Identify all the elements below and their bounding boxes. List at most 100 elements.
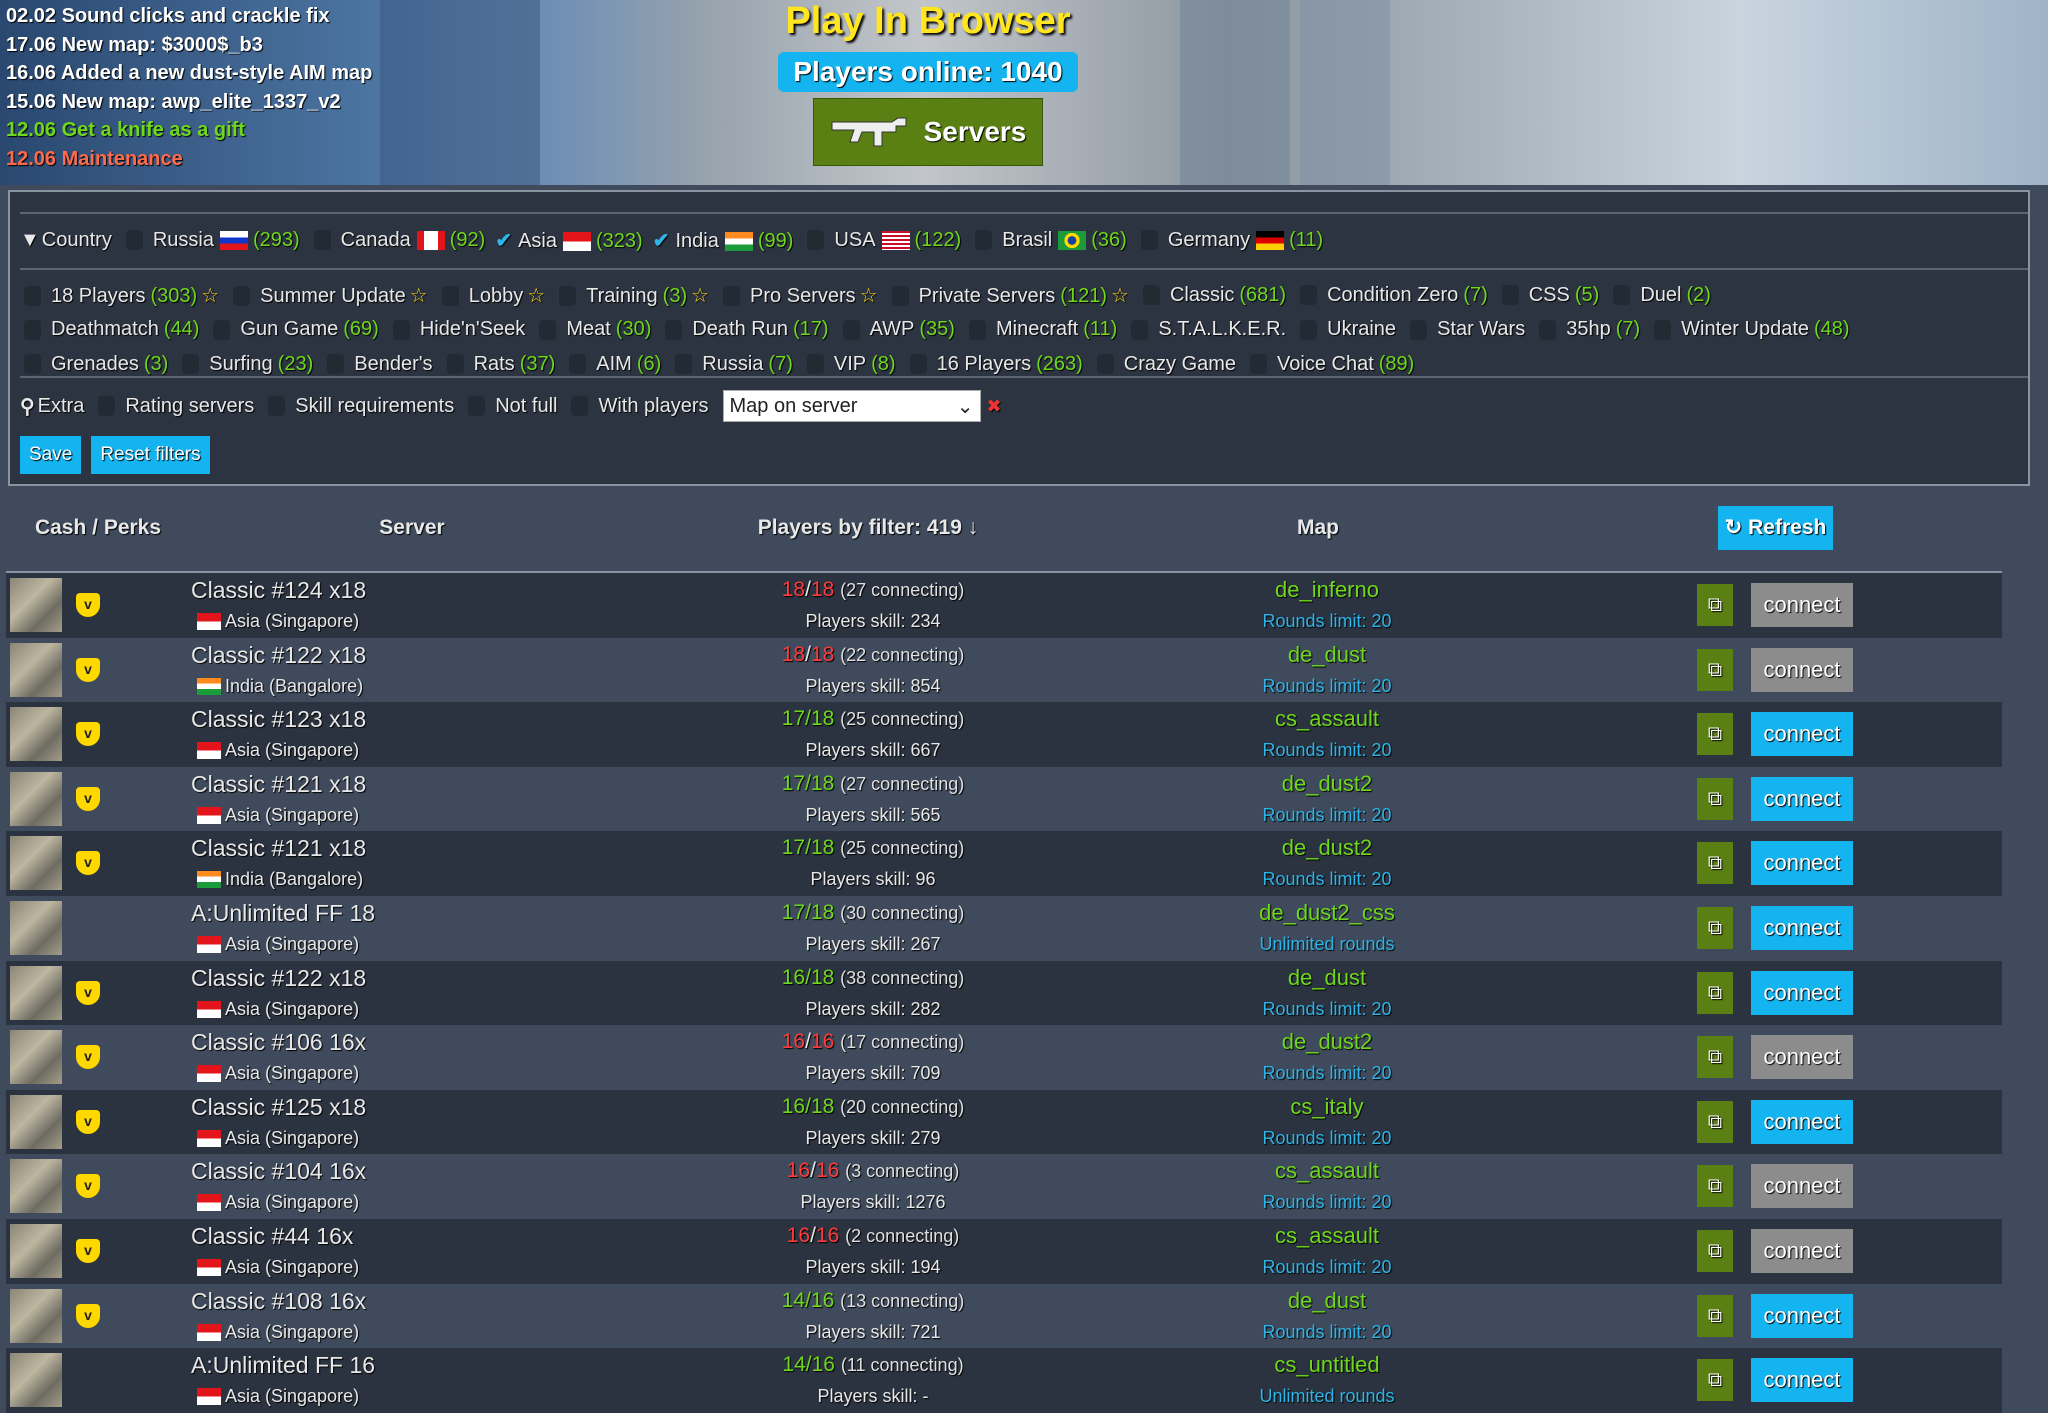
- category-option[interactable]: 35hp (7): [1525, 318, 1640, 341]
- checkbox[interactable]: [446, 354, 464, 375]
- category-option[interactable]: AWP (35): [829, 318, 955, 341]
- category-option[interactable]: Winter Update (48): [1640, 318, 1850, 341]
- connect-button[interactable]: connect: [1751, 1035, 1853, 1080]
- category-option[interactable]: VIP (8): [793, 353, 896, 376]
- checkmark-icon[interactable]: ✔: [495, 229, 513, 252]
- checkbox[interactable]: [1250, 354, 1268, 375]
- category-option[interactable]: Meat (30): [525, 318, 651, 341]
- copy-address-button[interactable]: ⧉: [1697, 1294, 1733, 1337]
- category-option[interactable]: Surfing (23): [168, 353, 313, 376]
- checkbox[interactable]: [24, 354, 41, 375]
- server-name[interactable]: Classic #123 x18: [191, 706, 367, 733]
- table-row[interactable]: v Classic #121 x18 India (Bangalore) 17/18 …: [6, 831, 2002, 896]
- connect-button[interactable]: connect: [1751, 841, 1853, 886]
- checkbox[interactable]: [806, 354, 824, 375]
- copy-address-button[interactable]: ⧉: [1697, 1165, 1733, 1208]
- news-item[interactable]: 17.06 New map: $3000$_b3: [6, 33, 263, 56]
- checkbox[interactable]: [268, 396, 286, 417]
- category-option[interactable]: Duel (2): [1599, 284, 1711, 307]
- star-icon[interactable]: ☆: [691, 284, 710, 307]
- checkbox[interactable]: [441, 286, 459, 307]
- server-name[interactable]: Classic #122 x18: [191, 964, 367, 991]
- checkbox[interactable]: [665, 319, 683, 340]
- country-option-germany[interactable]: Germany (11): [1127, 229, 1323, 252]
- header-cash-perks[interactable]: Cash / Perks: [34, 516, 162, 539]
- category-option[interactable]: Classic (681): [1129, 284, 1286, 307]
- connect-button[interactable]: connect: [1751, 1099, 1853, 1144]
- header-map[interactable]: Map: [1297, 516, 1339, 539]
- checkbox[interactable]: [571, 396, 589, 417]
- category-option[interactable]: AIM (6): [555, 353, 661, 376]
- checkmark-icon[interactable]: ✔: [652, 229, 670, 252]
- checkbox[interactable]: [807, 230, 825, 251]
- connect-button[interactable]: connect: [1751, 1293, 1853, 1338]
- category-option[interactable]: CSS (5): [1488, 284, 1599, 307]
- refresh-button[interactable]: ↻ Refresh: [1718, 506, 1833, 550]
- extra-option[interactable]: Not full: [454, 395, 557, 418]
- category-option[interactable]: Russia (7): [661, 353, 793, 376]
- country-option-russia[interactable]: Russia (293): [112, 229, 300, 252]
- server-name[interactable]: Classic #44 16x: [191, 1222, 354, 1249]
- checkbox[interactable]: [392, 319, 410, 340]
- servers-button[interactable]: Servers: [813, 98, 1043, 166]
- copy-address-button[interactable]: ⧉: [1697, 1229, 1733, 1272]
- table-row[interactable]: A:Unlimited FF 18 Asia (Singapore) 17/18 (…: [6, 895, 2002, 961]
- checkbox[interactable]: [559, 286, 577, 307]
- checkbox[interactable]: [1131, 319, 1149, 340]
- server-name[interactable]: A:Unlimited FF 16: [191, 1352, 376, 1379]
- copy-address-button[interactable]: ⧉: [1697, 1359, 1733, 1402]
- server-name[interactable]: Classic #121 x18: [191, 770, 367, 797]
- server-name[interactable]: Classic #124 x18: [191, 577, 367, 603]
- checkbox[interactable]: [975, 230, 993, 251]
- checkbox[interactable]: [1140, 230, 1158, 251]
- category-option[interactable]: Minecraft (11): [955, 318, 1117, 341]
- table-row[interactable]: v Classic #122 x18 Asia (Singapore) 16/18 (…: [6, 960, 2002, 1026]
- server-name[interactable]: Classic #121 x18: [191, 835, 367, 862]
- category-option[interactable]: Voice Chat (89): [1236, 353, 1414, 376]
- checkbox[interactable]: [1142, 285, 1160, 306]
- extra-option[interactable]: Skill requirements: [254, 395, 454, 418]
- save-button[interactable]: Save: [20, 436, 82, 474]
- server-name[interactable]: Classic #122 x18: [191, 641, 367, 668]
- connect-button[interactable]: connect: [1751, 647, 1853, 692]
- copy-address-button[interactable]: ⧉: [1697, 1100, 1733, 1143]
- server-name[interactable]: Classic #125 x18: [191, 1093, 367, 1120]
- star-icon[interactable]: ☆: [527, 284, 546, 307]
- copy-address-button[interactable]: ⧉: [1697, 1036, 1733, 1079]
- table-row[interactable]: v Classic #106 16x Asia (Singapore) 16/16 (…: [6, 1025, 2002, 1090]
- server-name[interactable]: Classic #104 16x: [191, 1158, 367, 1185]
- category-option[interactable]: 18 Players (303) ☆: [10, 283, 219, 308]
- news-item[interactable]: 15.06 New map: awp_elite_1337_v2: [6, 90, 341, 113]
- checkbox[interactable]: [842, 319, 860, 340]
- country-option-brasil[interactable]: Brasil (36): [961, 229, 1127, 252]
- checkbox[interactable]: [98, 396, 116, 417]
- category-option[interactable]: Ukraine: [1286, 318, 1396, 341]
- connect-button[interactable]: connect: [1751, 712, 1853, 757]
- extra-option[interactable]: Rating servers: [84, 395, 254, 418]
- checkbox[interactable]: [1410, 319, 1428, 340]
- category-option[interactable]: Star Wars: [1396, 318, 1525, 341]
- star-icon[interactable]: ☆: [1111, 284, 1129, 307]
- news-item[interactable]: 12.06 Get a knife as a gift: [6, 119, 245, 141]
- header-players[interactable]: Players by filter: 419 ↓: [757, 516, 979, 539]
- server-name[interactable]: Classic #106 16x: [191, 1029, 367, 1056]
- table-row[interactable]: v Classic #123 x18 Asia (Singapore) 17/18 (…: [6, 702, 2002, 767]
- server-name[interactable]: A:Unlimited FF 18: [191, 899, 376, 926]
- checkbox[interactable]: [1096, 354, 1114, 375]
- category-option[interactable]: Hide'n'Seek: [379, 318, 525, 341]
- checkbox[interactable]: [313, 230, 331, 251]
- copy-address-button[interactable]: ⧉: [1697, 584, 1733, 626]
- category-option[interactable]: Bender's: [313, 353, 433, 376]
- checkbox[interactable]: [24, 286, 41, 307]
- table-row[interactable]: v Classic #122 x18 India (Bangalore) 18/18 …: [6, 637, 2002, 703]
- table-row[interactable]: v Classic #121 x18 Asia (Singapore) 17/18 (…: [6, 766, 2002, 832]
- news-item[interactable]: 16.06 Added a new dust-style AIM map: [6, 62, 373, 84]
- category-option[interactable]: Summer Update ☆: [219, 283, 428, 308]
- connect-button[interactable]: connect: [1751, 905, 1853, 950]
- map-select[interactable]: Map on server ⌄: [722, 390, 981, 422]
- checkbox[interactable]: [1539, 319, 1557, 340]
- server-name[interactable]: Classic #108 16x: [191, 1287, 367, 1314]
- category-option[interactable]: S.T.A.L.K.E.R.: [1117, 318, 1286, 341]
- category-option[interactable]: Condition Zero (7): [1286, 284, 1488, 307]
- checkbox[interactable]: [909, 354, 927, 375]
